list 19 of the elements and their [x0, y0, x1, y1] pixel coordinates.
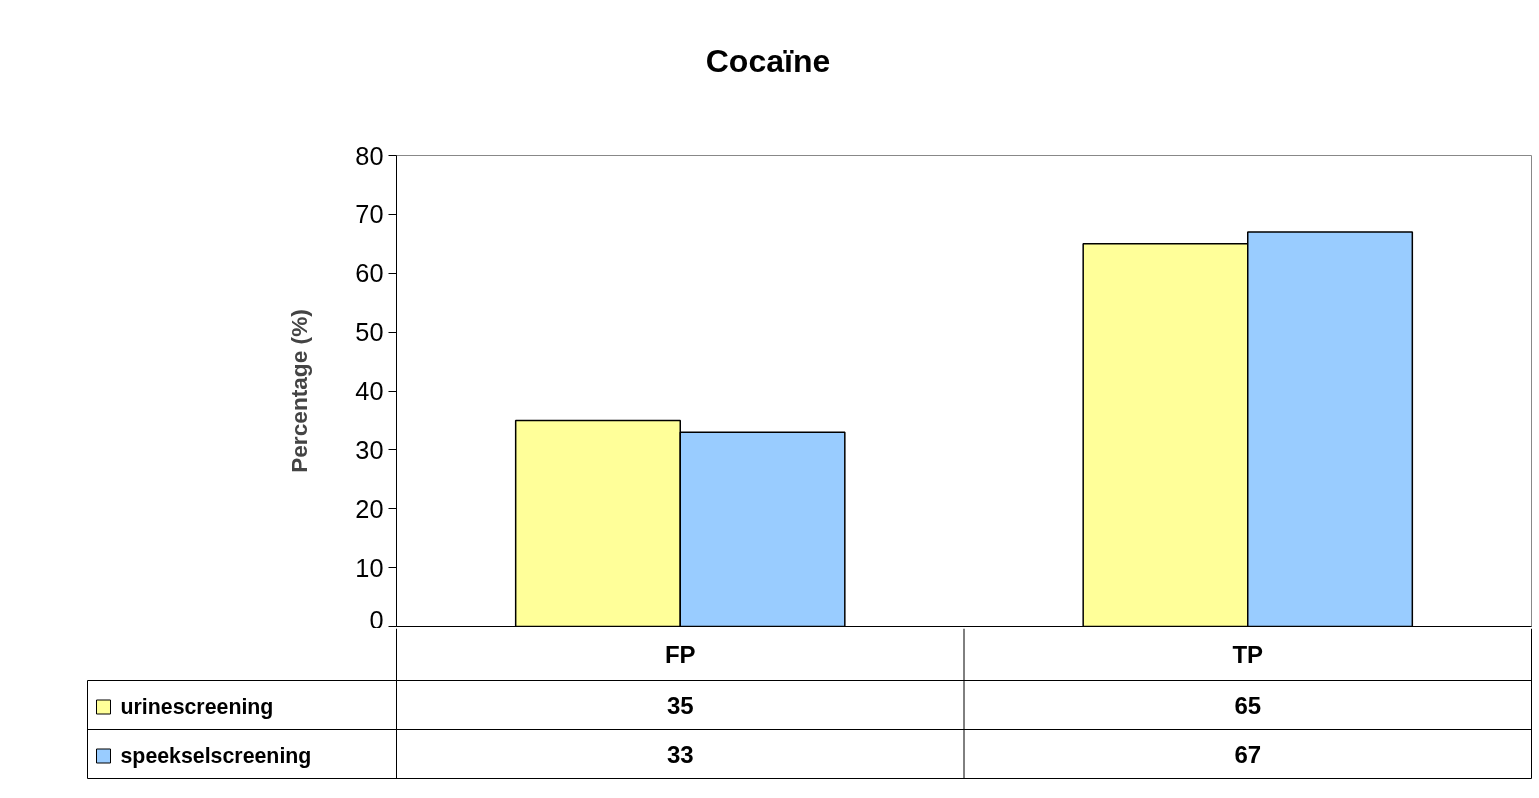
y-tick-label: 60	[355, 259, 384, 288]
chart-title: Cocaïne	[705, 42, 831, 79]
data-label: 67	[1234, 740, 1262, 768]
data-label: 65	[1234, 691, 1262, 719]
y-tick-label: 70	[355, 200, 384, 229]
data-label: 33	[666, 740, 694, 768]
x-tick-label: FP	[664, 641, 696, 668]
y-tick-label: 10	[355, 553, 384, 582]
y-tick-label: 50	[355, 318, 384, 347]
y-tick-label: 20	[355, 494, 384, 523]
y-tick-label: 0	[369, 605, 384, 634]
data-label: 35	[666, 691, 694, 719]
legend-label: speekselscreening	[120, 744, 312, 768]
y-axis-title: Percentage (%)	[286, 309, 313, 473]
y-tick-label: 40	[355, 377, 384, 405]
y-tick-label: 30	[355, 435, 384, 464]
x-tick-label: TP	[1232, 641, 1264, 668]
legend-label: urinescreening	[120, 695, 274, 719]
y-tick-label: 80	[355, 141, 384, 170]
